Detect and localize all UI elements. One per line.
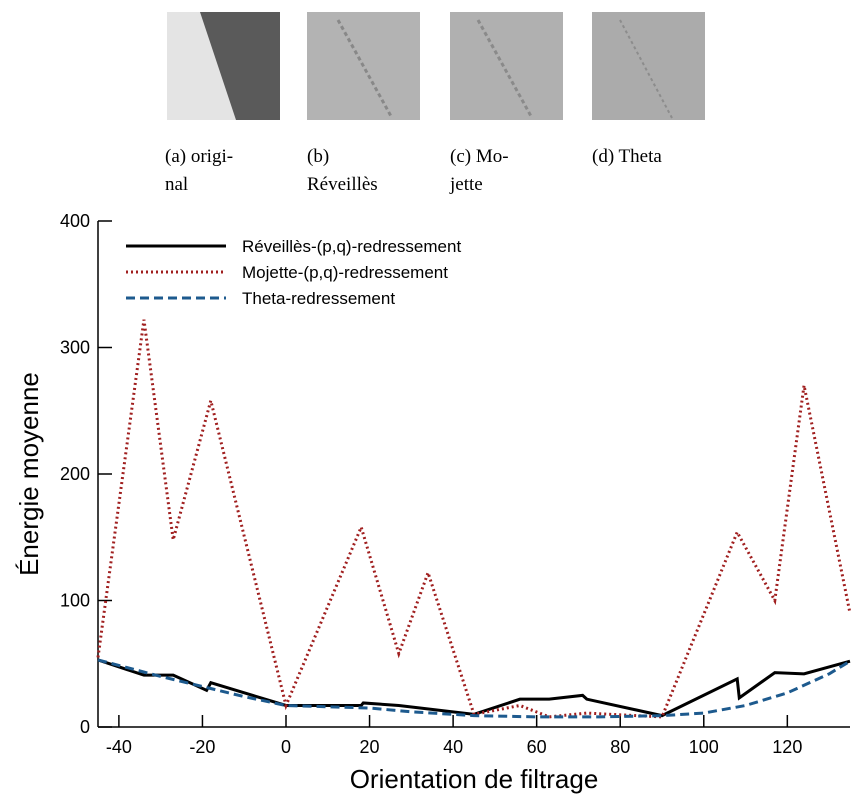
- y-tick-label: 100: [60, 591, 90, 611]
- x-tick-label: -20: [189, 737, 215, 757]
- x-tick-label: 80: [610, 737, 630, 757]
- legend-label: Mojette-(p,q)-redressement: [242, 263, 448, 282]
- thumb-line: [336, 19, 394, 119]
- x-tick-label: 40: [443, 737, 463, 757]
- caption: nal: [165, 174, 188, 195]
- caption: jette: [449, 174, 483, 195]
- y-axis-label: Énergie moyenne: [14, 372, 44, 576]
- x-tick-label: 100: [689, 737, 719, 757]
- thumb-line: [619, 19, 673, 119]
- thumb-edge: [200, 12, 280, 120]
- thumb-line: [476, 19, 534, 119]
- x-tick-label: 20: [360, 737, 380, 757]
- caption: (d) Theta: [592, 146, 662, 167]
- chart: 0 100 200 300 400 -40 -20 0 20 40 60 80 100 120 Orient…: [14, 211, 852, 794]
- legend-label: Réveillès-(p,q)-redressement: [242, 237, 461, 256]
- x-tick-label: -40: [106, 737, 132, 757]
- series-line: [96, 319, 852, 719]
- caption: (a) origi-: [165, 146, 233, 167]
- caption: (c) Mo-: [450, 146, 509, 167]
- x-tick-label: 60: [527, 737, 547, 757]
- thumbnails: [167, 12, 705, 120]
- x-tick-label: 0: [281, 737, 291, 757]
- x-axis-label: Orientation de filtrage: [350, 764, 599, 794]
- y-tick-label: 200: [60, 464, 90, 484]
- thumb-theta: [592, 12, 705, 120]
- legend-label: Theta-redressement: [242, 289, 395, 308]
- thumb-mojette: [450, 12, 563, 120]
- x-tick-label: 120: [772, 737, 802, 757]
- y-tick-label: 0: [80, 717, 90, 737]
- caption: Réveillès: [307, 174, 378, 195]
- y-tick-label: 400: [60, 211, 90, 231]
- caption: (b): [307, 146, 329, 167]
- captions: (a) origi-nal (b) Réveillès (c) Mo-jette (d)…: [165, 146, 662, 195]
- series-line: [97, 658, 851, 719]
- y-tick-label: 300: [60, 338, 90, 358]
